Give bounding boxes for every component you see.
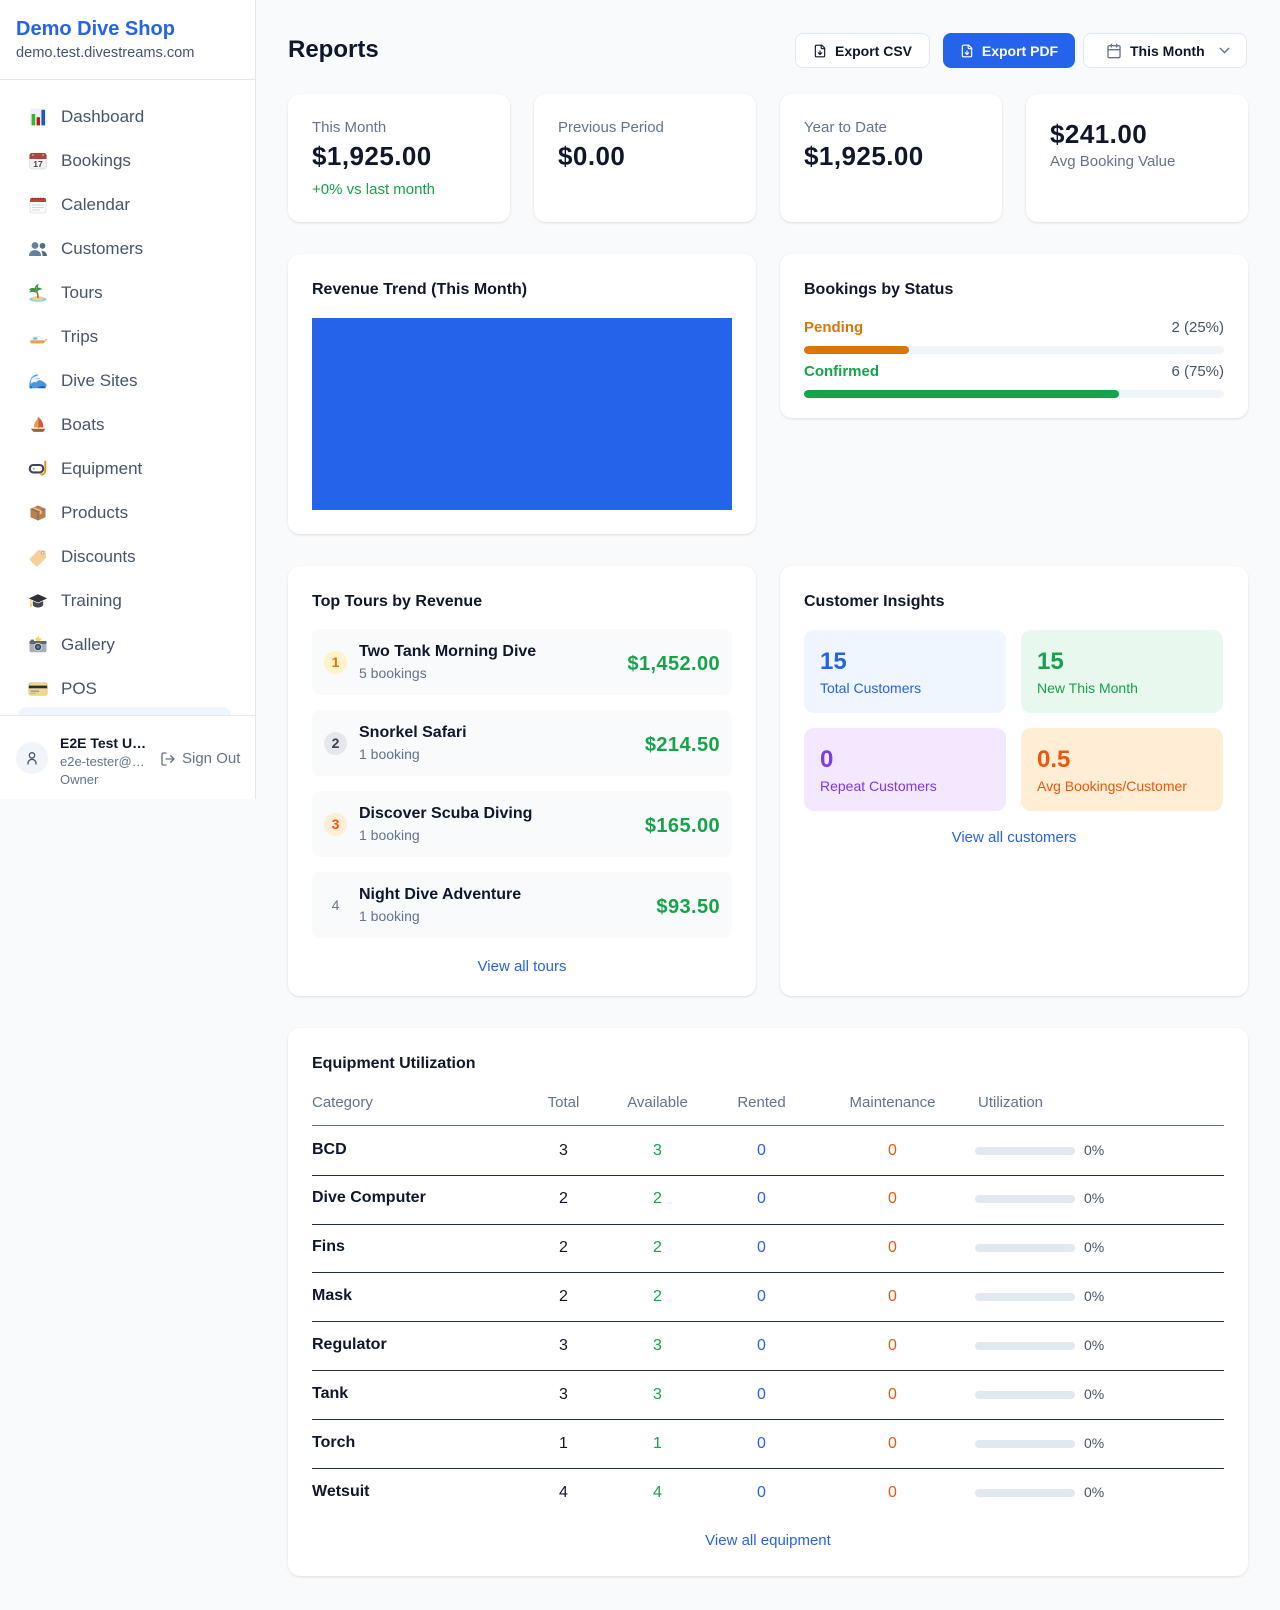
svg-text:17: 17 <box>33 159 43 169</box>
